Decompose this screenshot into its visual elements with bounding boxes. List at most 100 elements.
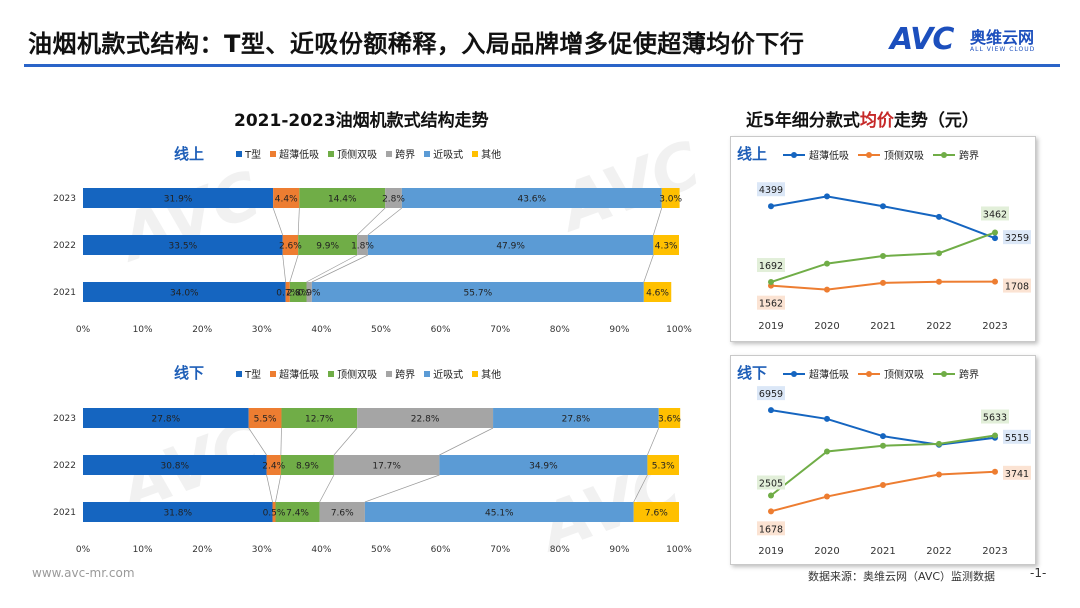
legend-line <box>933 370 955 377</box>
x-tick-label: 100% <box>666 325 692 335</box>
bar-segment <box>248 408 282 428</box>
legend-item: 其他 <box>472 366 501 381</box>
x-tick-label: 2021 <box>870 546 895 557</box>
data-point <box>768 508 774 515</box>
data-label: 31.8% <box>163 509 192 519</box>
data-label: 4.4% <box>275 195 298 205</box>
x-tick-label: 70% <box>490 325 510 335</box>
legend-swatch <box>270 150 277 157</box>
legend-offline: T型 超薄低吸 顶侧双吸 跨界 近吸式 其他 <box>236 366 510 381</box>
series-line <box>770 195 996 240</box>
legend-line <box>783 151 805 158</box>
series-line <box>770 470 996 513</box>
data-point <box>768 203 774 210</box>
connector-line <box>280 427 282 456</box>
legend-item: 超薄低吸 <box>783 366 849 381</box>
left-chart-title: 2021-2023油烟机款式结构走势 <box>234 111 489 131</box>
x-tick-label: 20% <box>192 325 212 335</box>
x-tick-label: 50% <box>371 545 391 555</box>
bar-segment <box>272 502 276 522</box>
data-label: 22.8% <box>411 415 440 425</box>
bar-segment <box>311 282 644 302</box>
data-point <box>880 482 886 489</box>
data-point <box>824 193 830 200</box>
x-tick-label: 40% <box>311 325 331 335</box>
x-tick-label: 80% <box>550 325 570 335</box>
bar-segment <box>83 455 267 475</box>
bar-segment <box>282 235 299 255</box>
bar-segment <box>289 282 307 302</box>
bar-segment <box>647 455 679 475</box>
data-label-box <box>757 521 785 536</box>
bar-segment <box>364 502 634 522</box>
logo-cn: 奥维云网 <box>970 28 1035 47</box>
connector-line <box>439 427 494 456</box>
legend-item: 跨界 <box>386 366 415 381</box>
x-tick-label: 90% <box>609 545 629 555</box>
bar-segment <box>658 408 681 428</box>
legend-item: 超薄低吸 <box>270 146 319 161</box>
data-label: 27.8% <box>152 415 181 425</box>
legend-item: T型 <box>236 146 261 161</box>
connector-line <box>356 207 386 236</box>
connector-line <box>266 474 273 503</box>
data-label: 3.6% <box>658 415 681 425</box>
legend-item: 跨界 <box>386 146 415 161</box>
data-point <box>824 260 830 267</box>
data-label-box <box>757 386 785 401</box>
data-point <box>880 279 886 286</box>
legend-swatch <box>236 370 242 377</box>
data-point <box>936 250 942 257</box>
x-tick-label: 2019 <box>758 321 783 332</box>
data-label: 27.8% <box>562 415 591 425</box>
bar-segment <box>643 282 672 302</box>
data-label: 4.6% <box>646 289 669 299</box>
legend-swatch <box>386 150 393 157</box>
data-label: 17.7% <box>372 462 401 472</box>
logo-mark: AVC <box>890 22 954 57</box>
data-label: 4399 <box>759 185 783 196</box>
avc-logo: AVC 奥维云网 ALL VIEW CLOUD <box>890 22 1060 58</box>
legend-line <box>783 370 805 377</box>
connector-line <box>275 474 282 503</box>
category-label: 2022 <box>53 241 76 251</box>
category-label: 2022 <box>53 461 76 471</box>
connector-line <box>633 474 648 503</box>
data-point <box>880 442 886 449</box>
category-label: 2021 <box>53 508 76 518</box>
line-chart-offline-box: 线下 超薄低吸 顶侧双吸 跨界 2019 2020 2021 2022 2023 6959… <box>730 355 1036 565</box>
legend-swatch <box>270 370 277 377</box>
legend-online: T型 超薄低吸 顶侧双吸 跨界 近吸式 其他 <box>236 146 510 161</box>
bar-segment <box>661 188 680 208</box>
legend-line <box>933 151 955 158</box>
bar-segment <box>439 455 648 475</box>
data-label: 1692 <box>759 261 783 272</box>
legend-item: 顶侧双吸 <box>858 147 924 162</box>
data-label: 5633 <box>983 413 1007 424</box>
page-number: -1- <box>1030 566 1047 580</box>
legend-item: 超薄低吸 <box>270 366 319 381</box>
data-label: 0.7% <box>276 289 299 299</box>
connector-line <box>367 207 403 236</box>
x-tick-label: 70% <box>490 545 510 555</box>
x-tick-label: 80% <box>550 545 570 555</box>
data-label-box <box>757 295 785 310</box>
panel-label-offline: 线下 <box>737 364 768 382</box>
data-label: 2.8% <box>287 289 310 299</box>
x-tick-label: 10% <box>133 545 153 555</box>
x-tick-label: 30% <box>252 545 272 555</box>
data-label: 2.8% <box>382 195 405 205</box>
bar-segment <box>357 235 368 255</box>
panel-label-offline: 线下 <box>174 364 205 382</box>
legend-item: 跨界 <box>933 366 979 381</box>
legend-swatch <box>472 370 479 377</box>
bar-segment <box>83 282 286 302</box>
connector-line <box>272 207 283 236</box>
data-label: 1562 <box>759 299 783 310</box>
legend-line <box>858 370 880 377</box>
bar-segment <box>280 455 334 475</box>
data-point <box>936 278 942 285</box>
data-label-box <box>981 409 1009 424</box>
data-label: 45.1% <box>485 509 514 519</box>
data-label-box <box>757 182 785 197</box>
